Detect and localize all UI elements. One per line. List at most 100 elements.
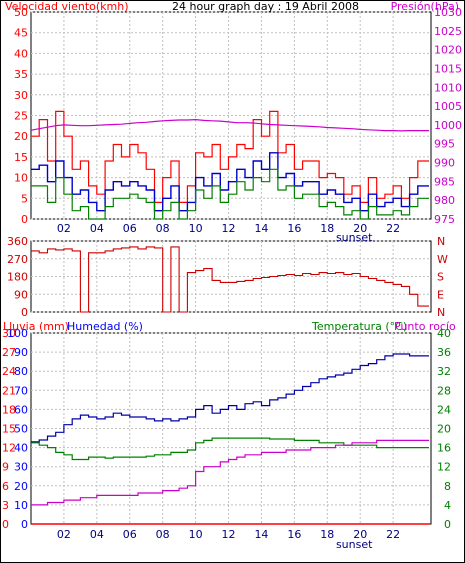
direction-tick-label: 0 (21, 306, 28, 319)
pressure-tick-label: 1025 (434, 25, 462, 38)
wind-tick-label: 30 (14, 89, 28, 102)
pressure-tick-label: 980 (434, 194, 455, 207)
rain-tick-label: 30 (2, 327, 16, 340)
humidity-tick-label: 0 (21, 518, 28, 531)
rain-tick-label: 0 (2, 518, 9, 531)
rain-tick-label: 15 (2, 423, 16, 436)
series-gust (31, 110, 429, 203)
hour-tick-label: 14 (254, 222, 268, 235)
rain-tick-label: 21 (2, 384, 16, 397)
series-minimum (31, 168, 429, 220)
rain-tick-label: 3 (2, 499, 9, 512)
direction-tick-label: 90 (14, 288, 28, 301)
temperature-tick-label: 20 (437, 423, 451, 436)
wind-tick-label: 20 (14, 130, 28, 143)
temperature-label: Temperatura (°C) (311, 320, 407, 333)
wind-tick-label: 35 (14, 68, 28, 81)
temperature-tick-label: 24 (437, 403, 451, 416)
hour-tick-label: 02 (57, 222, 71, 235)
wind-tick-label: 45 (14, 27, 28, 40)
pressure-tick-label: 1005 (434, 100, 462, 113)
hour-tick-label: 18 (320, 222, 334, 235)
pressure-tick-label: 1030 (434, 6, 462, 19)
series-dewpoint (31, 439, 429, 506)
chart-title: 24 hour graph day : 19 Abril 2008 (172, 0, 359, 13)
rain-label: Lluvia (mm) (3, 320, 69, 333)
temperature-tick-label: 32 (437, 365, 451, 378)
series-average (31, 152, 429, 212)
humidity-tick-label: 60 (14, 403, 28, 416)
wind-tick-label: 15 (14, 151, 28, 164)
rain-tick-label: 12 (2, 442, 16, 455)
temperature-tick-label: 28 (437, 384, 451, 397)
humidity-tick-label: 10 (14, 499, 28, 512)
hour-tick-label: 22 (386, 528, 400, 541)
hour-tick-label: 20 (353, 222, 367, 235)
humidity-tick-label: 70 (14, 384, 28, 397)
humidity-tick-label: 30 (14, 461, 28, 474)
temperature-tick-label: 36 (437, 346, 451, 359)
temperature-tick-label: 4 (444, 499, 451, 512)
rain-tick-label: 18 (2, 403, 16, 416)
temperature-tick-label: 0 (444, 518, 451, 531)
humidity-tick-label: 90 (14, 346, 28, 359)
wind-speed-label: Velocidad viento(kmh) (5, 0, 129, 13)
hour-tick-label: 10 (189, 528, 203, 541)
compass-tick-label: E (437, 288, 444, 301)
hour-tick-label: 22 (386, 222, 400, 235)
wind-tick-label: 40 (14, 47, 28, 60)
axis-layer: 0510152025303540455097598098599099510001… (2, 6, 462, 551)
pressure-tick-label: 1015 (434, 62, 462, 75)
pressure-label: Presión(hPa) (391, 0, 459, 13)
hour-tick-label: 08 (156, 222, 170, 235)
pressure-tick-label: 1020 (434, 44, 462, 57)
humidity-label: Humedad (%) (67, 320, 143, 333)
humidity-tick-label: 40 (14, 442, 28, 455)
wind-tick-label: 5 (21, 192, 28, 205)
hour-tick-label: 18 (320, 528, 334, 541)
temperature-tick-label: 40 (437, 327, 451, 340)
pressure-tick-label: 975 (434, 213, 455, 226)
humidity-tick-label: 20 (14, 480, 28, 493)
hour-tick-label: 04 (90, 528, 104, 541)
hour-tick-label: 08 (156, 528, 170, 541)
series-layer (30, 110, 429, 525)
direction-tick-label: 180 (7, 271, 28, 284)
rain-tick-label: 6 (2, 480, 9, 493)
humidity-tick-label: 50 (14, 423, 28, 436)
series-pressure (30, 118, 429, 132)
temperature-tick-label: 16 (437, 442, 451, 455)
wind-tick-label: 0 (21, 213, 28, 226)
sunset-label: sunset (336, 231, 373, 244)
hour-tick-label: 14 (254, 528, 268, 541)
rain-tick-label: 24 (2, 365, 16, 378)
pressure-tick-label: 990 (434, 157, 455, 170)
compass-tick-label: N (437, 306, 445, 319)
hour-tick-label: 06 (123, 222, 137, 235)
temperature-tick-label: 8 (444, 480, 451, 493)
direction-tick-label: 270 (7, 253, 28, 266)
hour-tick-label: 12 (222, 222, 236, 235)
pressure-tick-label: 995 (434, 138, 455, 151)
humidity-tick-label: 80 (14, 365, 28, 378)
hour-tick-label: 16 (287, 528, 301, 541)
pressure-tick-label: 1000 (434, 119, 462, 132)
humidity-tick-label: 100 (7, 327, 28, 340)
rain-tick-label: 9 (2, 461, 9, 474)
series-direction (31, 246, 429, 313)
wind-tick-label: 10 (14, 172, 28, 185)
compass-tick-label: W (437, 253, 448, 266)
pressure-tick-label: 985 (434, 175, 455, 188)
hour-tick-label: 16 (287, 222, 301, 235)
compass-tick-label: S (437, 271, 444, 284)
hour-tick-label: 12 (222, 528, 236, 541)
wind-tick-label: 25 (14, 110, 28, 123)
rain-tick-label: 27 (2, 346, 16, 359)
pressure-tick-label: 1010 (434, 81, 462, 94)
temperature-tick-label: 12 (437, 461, 451, 474)
series-temperature (31, 437, 429, 461)
series-humidity (31, 353, 429, 443)
hour-tick-label: 06 (123, 528, 137, 541)
hour-tick-label: 02 (57, 528, 71, 541)
